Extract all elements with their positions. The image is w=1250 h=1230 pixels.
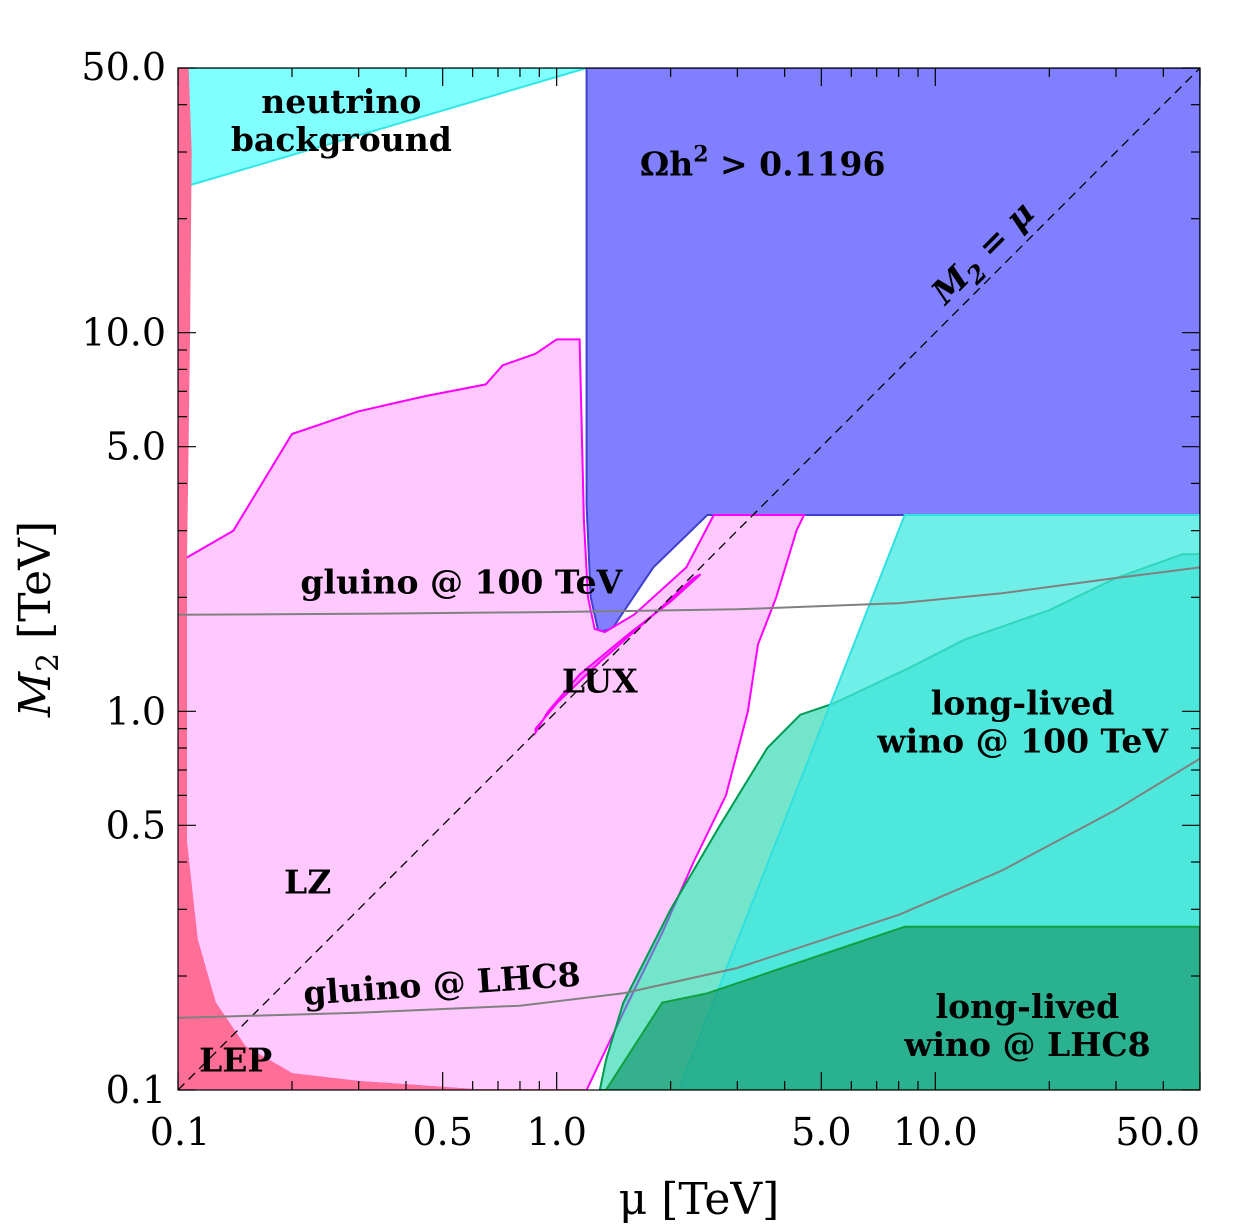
region-winoLHC8 <box>604 925 1200 1090</box>
x-axis-title: μ [TeV] <box>619 1174 780 1225</box>
label-wino100: long-lived wino @ 100 TeV <box>876 684 1169 761</box>
y-axis-title-unit: [TeV] <box>10 521 61 653</box>
label-lux: LUX <box>562 662 638 701</box>
y-tick-label: 0.5 <box>106 803 166 847</box>
chart-ticks: 0.1 0.5 1.0 5.0 10.0 50.0 0.1 0.5 1.0 5.0 10.0 50.0 <box>81 45 1201 1154</box>
label-lep: LEP <box>199 1040 272 1079</box>
plot-frame <box>177 67 1201 1091</box>
y-tick-label: 5.0 <box>106 425 166 469</box>
line-diagonal <box>178 68 1200 1090</box>
label-lz: LZ <box>284 863 331 902</box>
x-tick-label: 10.0 <box>893 1110 978 1154</box>
y-tick-label: 1.0 <box>106 689 166 733</box>
region-neutrino <box>178 68 587 190</box>
region-lep <box>178 68 587 1090</box>
x-tick-label: 5.0 <box>791 1110 851 1154</box>
y-axis-title: M2 [TeV] <box>10 521 66 718</box>
y-tick-label: 10.0 <box>81 311 166 355</box>
label-relic: Ωh2 > 0.1196 <box>640 142 886 184</box>
label-winoLHC8: long-lived wino @ LHC8 <box>903 987 1151 1064</box>
chart-lines <box>178 68 1200 1090</box>
y-axis-title-symbol: M <box>10 671 61 718</box>
x-tick-label: 0.1 <box>150 1110 210 1154</box>
x-tick-label: 0.5 <box>412 1110 472 1154</box>
y-tick-label: 50.0 <box>81 45 166 89</box>
x-tick-label: 50.0 <box>1115 1110 1200 1154</box>
region-lux <box>534 573 702 737</box>
y-tick-label: 0.1 <box>106 1068 166 1112</box>
chart-regions <box>178 68 1200 1090</box>
label-gluino100: gluino @ 100 TeV <box>300 562 623 601</box>
y-axis-title-subscript: 2 <box>31 653 66 672</box>
line-gluino100 <box>178 566 1200 616</box>
x-tick-label: 1.0 <box>526 1110 586 1154</box>
label-neutrino: neutrino background <box>231 82 452 159</box>
line-gluinoLHC8 <box>178 757 1200 1019</box>
